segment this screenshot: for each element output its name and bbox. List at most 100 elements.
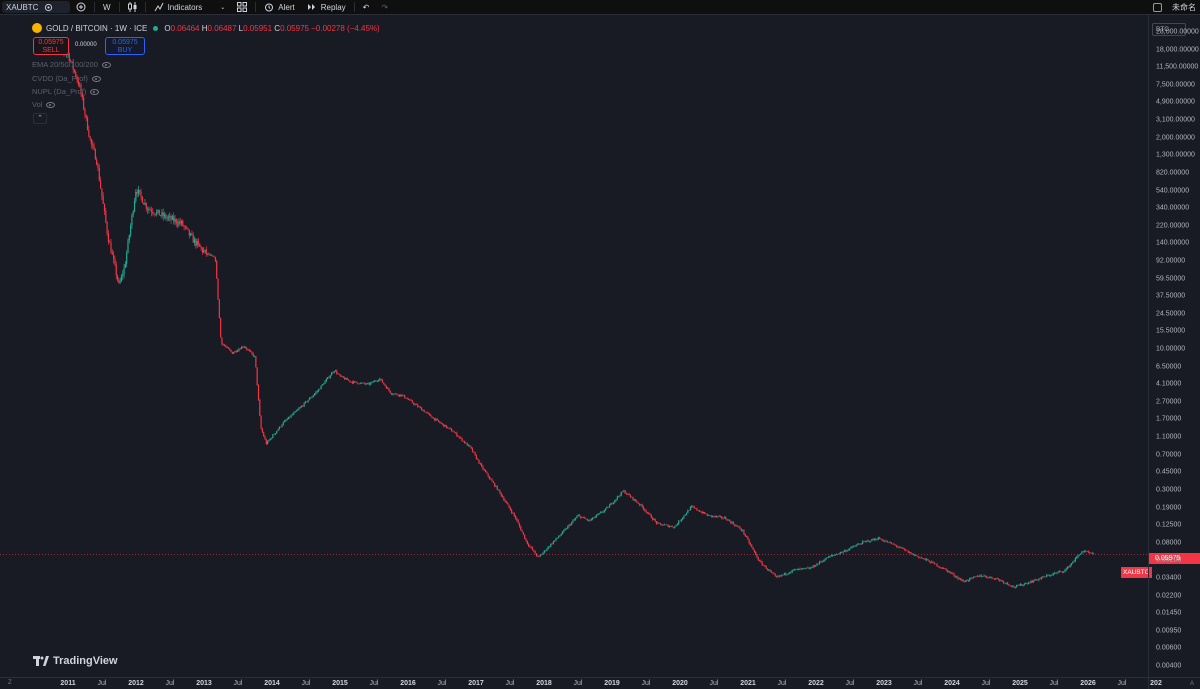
candle (727, 519, 729, 521)
layout-name[interactable]: 未命名 (1172, 2, 1196, 12)
candle (311, 396, 313, 399)
candle (140, 188, 142, 201)
candle (297, 408, 299, 411)
candle (250, 349, 252, 353)
current-price-tag: 0.05975 (1149, 553, 1200, 564)
candle (525, 537, 527, 542)
candle (410, 398, 412, 401)
candle (807, 566, 809, 569)
candle (171, 214, 173, 221)
time-scale[interactable]: 2011 Jul 2012 Jul 2013 Jul 2014 Jul 2015 Jul 2016 J… (0, 677, 1162, 689)
candle (218, 299, 220, 319)
price-tick-label: 4.10000 (1156, 380, 1182, 388)
eye-icon[interactable] (46, 101, 56, 108)
templates-button[interactable] (231, 1, 253, 13)
eye-icon[interactable] (91, 75, 101, 82)
candle (344, 376, 346, 380)
alert-button[interactable]: Alert (258, 1, 300, 13)
redo-button[interactable]: ↷ (375, 1, 394, 13)
chart-type-button[interactable] (122, 1, 143, 13)
candle (1078, 554, 1080, 557)
timezone-badge[interactable]: Z (8, 680, 12, 686)
candle (470, 446, 472, 449)
candle (877, 536, 879, 540)
price-tick-label: 0.01450 (1156, 609, 1182, 617)
candle (574, 517, 577, 521)
indicators-button[interactable]: Indicators ⌄ (148, 1, 232, 13)
candle (627, 493, 629, 496)
eye-icon[interactable] (101, 61, 111, 68)
candle (457, 435, 459, 438)
price-tick-label: 59.50000 (1156, 275, 1186, 283)
candle (1029, 581, 1031, 584)
candle (841, 551, 843, 554)
indicator-nupl[interactable]: NUPL (Da_Prof) (32, 87, 100, 96)
candle (924, 558, 926, 561)
candle (772, 571, 774, 574)
candle (1070, 562, 1073, 567)
candle (461, 437, 463, 442)
candle (521, 529, 523, 533)
candle (957, 575, 959, 581)
symbol-name: XAUBTC (6, 2, 39, 12)
candle (751, 544, 753, 548)
candle (354, 380, 356, 383)
candle (179, 217, 181, 226)
candle (1068, 565, 1070, 569)
price-tick-label: 220.00000 (1156, 222, 1190, 230)
candle (390, 392, 393, 396)
interval-button[interactable]: W (97, 1, 117, 13)
chart-pane[interactable]: GOLD / BITCOIN · 1W · ICE O0.06464 H0.06… (0, 15, 1152, 677)
symbol-settings-icon[interactable] (44, 3, 53, 12)
candle (75, 70, 77, 80)
candle (175, 218, 177, 227)
candle (242, 345, 244, 349)
price-tick-label: 0.00400 (1156, 662, 1182, 670)
replay-button[interactable]: Replay (301, 1, 352, 13)
candle (1083, 550, 1086, 553)
add-symbol-button[interactable] (70, 1, 92, 13)
candle (208, 252, 210, 256)
indicator-cvdd[interactable]: CVDD (Da_Prof) (32, 74, 101, 83)
candle (1021, 583, 1023, 587)
toolbar-divider (353, 2, 355, 12)
candle (929, 561, 932, 564)
collapse-legend-button[interactable]: ⌃ (33, 113, 47, 124)
chart-area: GOLD / BITCOIN · 1W · ICE O0.06464 H0.06… (0, 14, 1200, 689)
candle (414, 403, 416, 406)
candle (715, 515, 718, 518)
indicator-ema[interactable]: EMA 20/50/100/200 (32, 60, 111, 69)
series-title[interactable]: GOLD / BITCOIN · 1W · ICE (46, 23, 148, 33)
symbol-search[interactable]: XAUBTC (2, 1, 70, 13)
scale-currency[interactable]: BTC (1152, 23, 1186, 36)
candle (726, 518, 728, 521)
indicator-vol[interactable]: Vol (32, 100, 56, 109)
sell-button[interactable]: 0.05975 SELL (33, 37, 69, 55)
candle (953, 572, 955, 578)
buy-button[interactable]: 0.05975 BUY (105, 37, 145, 55)
time-tick-year: 2026 (1080, 680, 1096, 687)
candle (76, 74, 78, 84)
candle (229, 347, 231, 351)
eye-icon[interactable] (90, 88, 100, 95)
price-scale[interactable]: BTC 0.05975 28,000.00000 18,000.00000 11,5… (1148, 15, 1200, 677)
time-tick-year: 2017 (468, 680, 484, 687)
candle (333, 370, 335, 374)
price-chart[interactable] (0, 15, 1148, 677)
tradingview-logo-icon (33, 656, 49, 666)
candle (559, 535, 561, 537)
undo-button[interactable]: ↶ (357, 1, 376, 13)
candle (597, 513, 599, 516)
candle (837, 554, 839, 555)
layout-checkbox[interactable] (1153, 2, 1162, 12)
candle (663, 523, 665, 526)
candle (602, 510, 604, 514)
candle (514, 514, 517, 520)
candle (454, 432, 457, 434)
time-tick-year: 2022 (808, 680, 824, 687)
candle (835, 553, 838, 555)
auto-scale-toggle[interactable]: A (1189, 681, 1194, 687)
candle (752, 547, 754, 550)
candle (1019, 582, 1022, 587)
candle (501, 494, 504, 498)
